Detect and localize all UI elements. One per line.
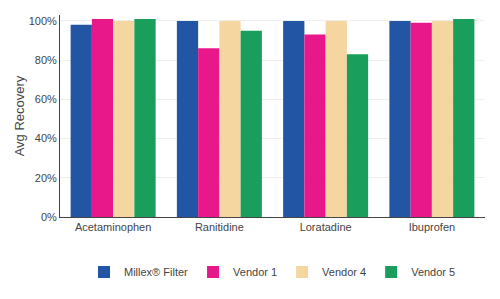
svg-text:20%: 20%	[35, 172, 57, 184]
svg-text:60%: 60%	[35, 93, 57, 105]
svg-text:Ranitidine: Ranitidine	[195, 221, 244, 233]
svg-text:Acetaminophen: Acetaminophen	[75, 221, 151, 233]
svg-text:40%: 40%	[35, 132, 57, 144]
svg-text:100%: 100%	[29, 15, 57, 27]
svg-text:Loratadine: Loratadine	[300, 221, 352, 233]
svg-text:Ibuprofen: Ibuprofen	[409, 221, 455, 233]
svg-text:Vendor 1: Vendor 1	[233, 266, 277, 278]
svg-text:0%: 0%	[41, 211, 57, 223]
svg-text:80%: 80%	[35, 54, 57, 66]
svg-text:Avg Recovery: Avg Recovery	[12, 75, 27, 156]
svg-text:Vendor 4: Vendor 4	[322, 266, 366, 278]
svg-text:Vendor 5: Vendor 5	[411, 266, 455, 278]
svg-text:Millex® Filter: Millex® Filter	[124, 266, 188, 278]
